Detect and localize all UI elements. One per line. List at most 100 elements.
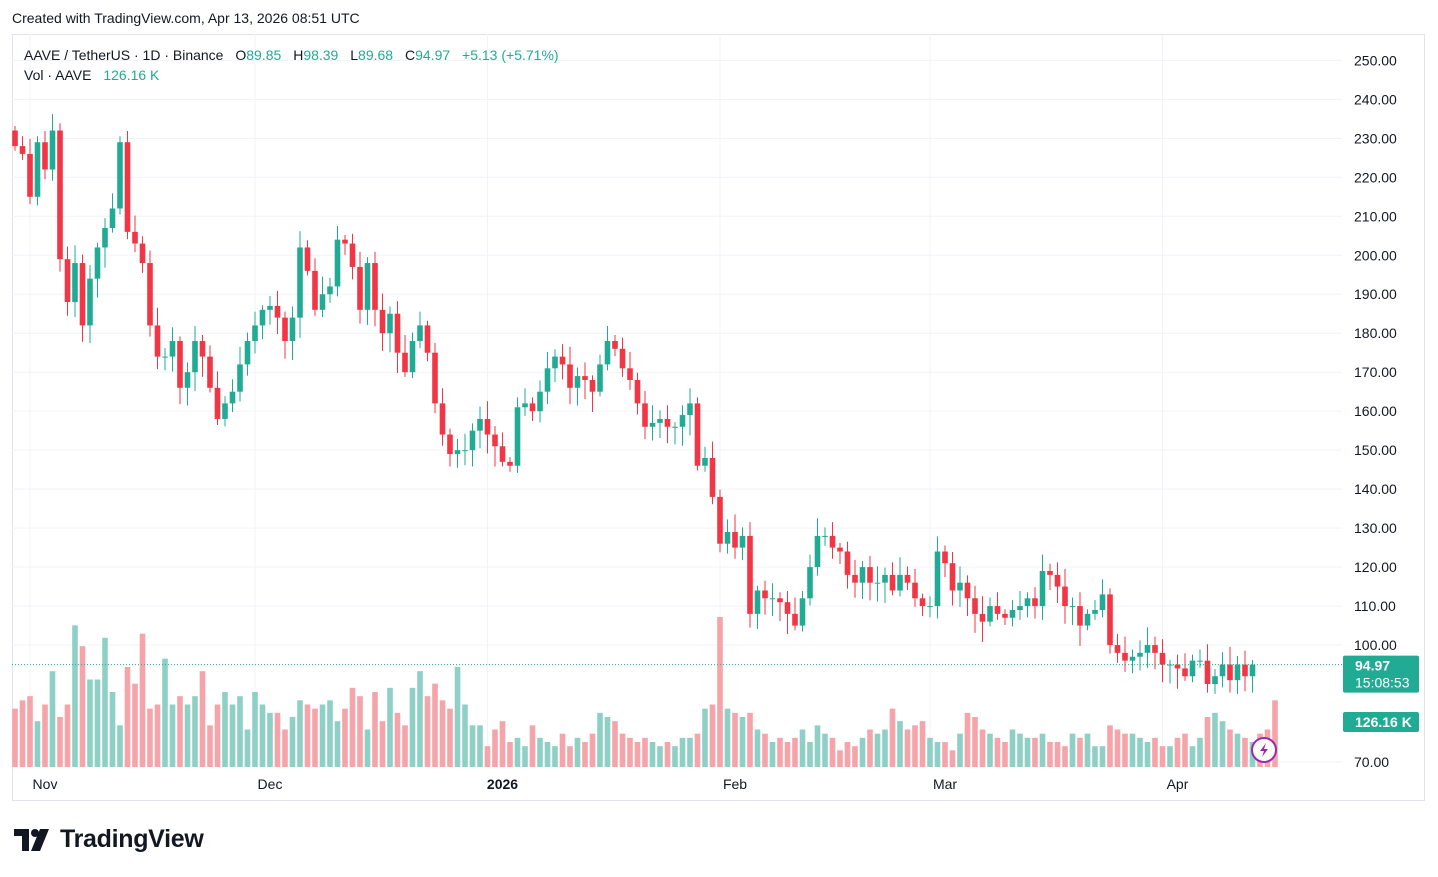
volume-bar — [184, 704, 191, 767]
volume-bar — [154, 704, 161, 767]
volume-bar — [312, 708, 318, 767]
volume-bar — [139, 633, 146, 767]
candle-body — [822, 535, 828, 537]
symbol-title[interactable]: AAVE / TetherUS · 1D · Binance — [24, 47, 224, 63]
candle-body — [837, 547, 843, 552]
candle-body — [717, 496, 723, 544]
price-tick-label: 130.00 — [1354, 520, 1397, 536]
volume-bar — [972, 717, 978, 767]
candle-body — [379, 309, 386, 334]
price-tick-label: 200.00 — [1354, 247, 1397, 263]
volume-bar — [447, 708, 453, 767]
volume-label[interactable]: Vol · AAVE — [24, 67, 92, 83]
price-tick-label: 70.00 — [1354, 754, 1389, 770]
volume-bar — [432, 683, 438, 767]
volume-bar — [132, 683, 138, 767]
candle-body — [1002, 613, 1008, 618]
volume-bar — [199, 671, 206, 767]
candle-body — [1047, 570, 1053, 575]
candle-body — [372, 263, 378, 310]
volume-bar — [207, 725, 213, 767]
chart-frame — [12, 34, 1425, 801]
volume-bar — [574, 737, 581, 767]
candle-body — [469, 430, 476, 451]
volume-bar — [867, 729, 873, 767]
volume-bar — [327, 700, 333, 767]
volume-bar — [1084, 733, 1091, 767]
open-label: O — [235, 47, 247, 63]
volume-bar — [522, 746, 528, 767]
volume-bar — [387, 687, 393, 767]
volume-bar — [282, 729, 288, 767]
grid-layer — [12, 34, 1342, 767]
volume-bar — [222, 692, 228, 767]
candle-body — [582, 376, 588, 380]
volume-bar — [1032, 737, 1038, 767]
candle-body — [507, 461, 513, 466]
candle-body — [417, 325, 423, 342]
volume-bar — [334, 721, 341, 767]
candle-body — [124, 142, 131, 232]
volume-bar — [1024, 737, 1031, 767]
candle-body — [424, 325, 431, 353]
volume-bar — [1062, 746, 1068, 767]
candle-body — [342, 239, 348, 244]
volume-bar — [769, 742, 776, 767]
volume-bar — [372, 692, 378, 767]
candle-body — [244, 341, 251, 365]
candle-body — [1084, 613, 1091, 626]
volume-bar — [664, 742, 671, 767]
volume-bar — [634, 742, 641, 767]
candle-body — [702, 457, 708, 466]
candle-body — [1129, 656, 1136, 661]
volume-bar — [79, 646, 86, 767]
candle-body — [724, 532, 731, 544]
candle-body — [12, 130, 18, 147]
volume-bar — [147, 708, 153, 767]
volume-bar — [124, 667, 131, 767]
volume-bar — [717, 617, 723, 767]
volume-bar — [1047, 742, 1053, 767]
volume-bar — [1189, 746, 1196, 767]
candle-body — [889, 574, 896, 591]
volume-bar — [214, 704, 221, 767]
volume-bar — [552, 746, 558, 767]
lightning-icon[interactable] — [1251, 737, 1277, 763]
volume-bar — [394, 712, 401, 767]
candle-body — [177, 341, 183, 388]
volume-bar — [807, 742, 813, 767]
candle-body — [199, 341, 206, 357]
low-label: L — [350, 47, 359, 63]
candlestick-chart[interactable]: 70.00 100.00 110.00 120.00 130.00 140.00 150.0… — [12, 34, 1425, 801]
candle-body — [777, 598, 783, 603]
volume-bar — [19, 700, 26, 767]
volume-row: Vol · AAVE 126.16 K — [24, 65, 559, 85]
volume-bar — [994, 737, 1001, 767]
candle-body — [484, 418, 491, 435]
volume-bar — [814, 725, 821, 767]
candle-body — [522, 403, 528, 408]
bar-countdown: 15:08:53 — [1355, 675, 1410, 691]
candle-body — [282, 317, 288, 342]
price-tick-label: 120.00 — [1354, 559, 1397, 575]
candle-body — [492, 434, 498, 447]
candle-body — [799, 598, 806, 626]
volume-bar — [162, 658, 168, 767]
volume-bar — [702, 708, 708, 767]
volume-bar — [417, 671, 423, 767]
volume-bar — [64, 704, 71, 767]
volume-bar — [754, 729, 761, 767]
volume-bar — [304, 704, 311, 767]
volume-bar — [694, 733, 701, 767]
tradingview-logo[interactable]: TradingView — [14, 825, 204, 854]
candle-body — [844, 551, 851, 575]
candle-body — [829, 535, 836, 548]
volume-legend-value: 126.16 K — [103, 67, 160, 83]
volume-bar — [117, 725, 123, 767]
candle-body — [1197, 660, 1203, 662]
volume-bar — [492, 729, 498, 767]
candle-body — [859, 567, 866, 583]
volume-bar — [109, 692, 116, 767]
volume-bar — [1144, 742, 1151, 767]
price-axis: 70.00 100.00 110.00 120.00 130.00 140.00 150.0… — [1354, 52, 1397, 770]
